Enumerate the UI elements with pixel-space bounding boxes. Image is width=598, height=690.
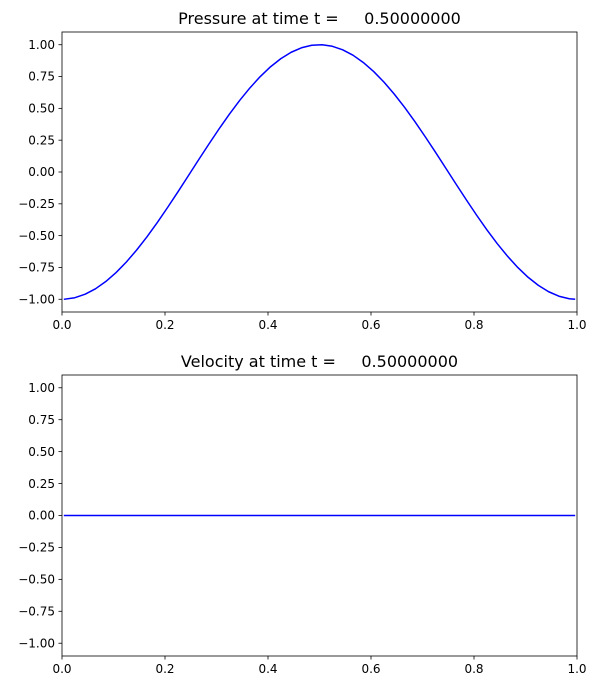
pressure-y-tick-label: −0.25 — [18, 197, 55, 211]
pressure-y-tick-label: 0.50 — [28, 102, 55, 116]
velocity-x-tick-label: 0.8 — [464, 662, 483, 676]
velocity-y-tick-label: 0.00 — [28, 509, 55, 523]
velocity-y-tick-label: 0.50 — [28, 445, 55, 459]
pressure-chart-title: Pressure at time t = 0.50000000 — [178, 9, 461, 28]
velocity-y-tick-label: 1.00 — [28, 381, 55, 395]
pressure-x-tick-label: 0.4 — [258, 318, 277, 332]
velocity-x-tick-label: 0.6 — [361, 662, 380, 676]
pressure-x-tick-label: 0.2 — [155, 318, 174, 332]
velocity-y-tick-label: −1.00 — [18, 636, 55, 650]
pressure-y-tick-label: 1.00 — [28, 38, 55, 52]
pressure-axes-frame — [61, 31, 578, 313]
pressure-x-tick-label: 0.6 — [361, 318, 380, 332]
velocity-x-tick-label: 0.0 — [52, 662, 71, 676]
velocity-y-tick-label: −0.25 — [18, 541, 55, 555]
pressure-chart: Pressure at time t = 0.50000000 0.0 0.2 0.… — [18, 9, 586, 332]
pressure-series-line-0 — [63, 44, 576, 301]
pressure-y-tick-label: 0.75 — [28, 70, 55, 84]
velocity-x-tick-label: 1.0 — [567, 662, 586, 676]
pressure-y-tick-label: 0.25 — [28, 133, 55, 147]
velocity-x-tick-label: 0.4 — [258, 662, 277, 676]
velocity-x-tick-label: 0.2 — [155, 662, 174, 676]
pressure-y-tick-label: −0.50 — [18, 229, 55, 243]
pressure-y-tick-label: −1.00 — [18, 292, 55, 306]
velocity-chart: Velocity at time t = 0.50000000 0.0 0.2 0.… — [18, 352, 586, 676]
velocity-y-tick-label: −0.50 — [18, 573, 55, 587]
pressure-y-tick-label: 0.00 — [28, 165, 55, 179]
velocity-y-tick-label: 0.25 — [28, 477, 55, 491]
pressure-x-tick-label: 1.0 — [567, 318, 586, 332]
velocity-y-tick-label: 0.75 — [28, 413, 55, 427]
pressure-y-tick-label: −0.75 — [18, 261, 55, 275]
velocity-y-tick-label: −0.75 — [18, 604, 55, 618]
pressure-x-tick-label: 0.8 — [464, 318, 483, 332]
pressure-x-tick-label: 0.0 — [52, 318, 71, 332]
velocity-chart-title: Velocity at time t = 0.50000000 — [181, 352, 458, 371]
